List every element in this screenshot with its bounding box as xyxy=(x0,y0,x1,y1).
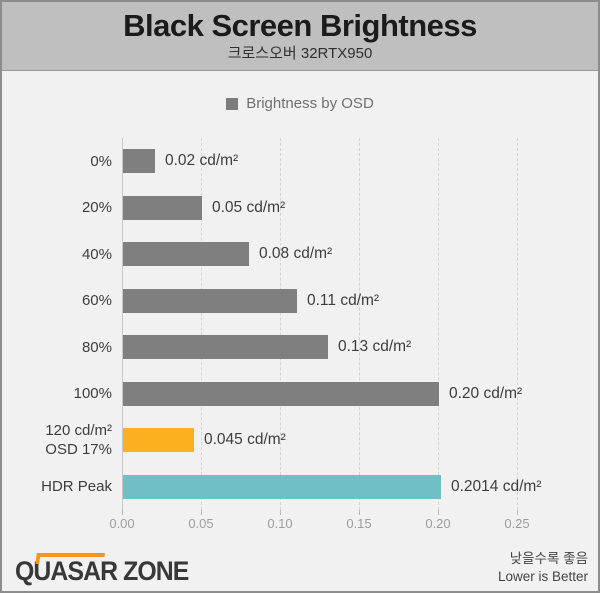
note-korean: 낮을수록 좋음 xyxy=(509,551,588,566)
logo-text: QUASAR ZONE xyxy=(15,556,189,586)
bar xyxy=(123,242,249,266)
legend-label: Brightness by OSD xyxy=(246,95,374,112)
legend-swatch-icon xyxy=(226,97,239,110)
category-label: 80% xyxy=(81,339,112,356)
x-tick-label: 0.05 xyxy=(188,516,214,531)
bar xyxy=(123,475,441,499)
bar-value-label: 0.20 cd/m² xyxy=(449,385,523,402)
category-label: 120 cd/m² OSD 17% xyxy=(45,422,112,458)
bar-value-label: 0.2014 cd/m² xyxy=(451,478,542,495)
chart-subtitle: 크로스오버 32RTX950 xyxy=(227,45,373,62)
x-tick-label: 0.15 xyxy=(346,516,372,531)
category-label: 40% xyxy=(81,246,112,263)
bar-value-label: 0.05 cd/m² xyxy=(212,199,286,216)
lower-is-better-note: 낮을수록 좋음 Lower is Better xyxy=(498,550,588,585)
gridline xyxy=(438,138,439,510)
quasarzone-logo: QUASAR ZONE xyxy=(15,553,189,587)
x-tick-mark xyxy=(122,510,123,515)
x-tick-label: 0.20 xyxy=(425,516,451,531)
chart-header: Black Screen Brightness 크로스오버 32RTX950 xyxy=(2,2,598,71)
x-tick-mark xyxy=(359,510,360,515)
bar xyxy=(123,335,328,359)
bar xyxy=(123,289,297,313)
bar-value-label: 0.02 cd/m² xyxy=(165,152,239,169)
bar xyxy=(123,149,155,173)
category-label: HDR Peak xyxy=(41,478,112,495)
bar-value-label: 0.045 cd/m² xyxy=(204,431,286,448)
chart-legend: Brightness by OSD xyxy=(0,95,600,112)
category-label: 20% xyxy=(81,199,112,216)
bar xyxy=(123,428,194,452)
category-label: 0% xyxy=(90,153,112,170)
bar-value-label: 0.08 cd/m² xyxy=(259,245,333,262)
gridline xyxy=(280,138,281,510)
x-tick-mark xyxy=(517,510,518,515)
x-tick-label: 0.25 xyxy=(504,516,530,531)
bar-value-label: 0.13 cd/m² xyxy=(338,338,412,355)
category-label: 60% xyxy=(81,292,112,309)
gridline xyxy=(359,138,360,510)
x-tick-label: 0.00 xyxy=(109,516,135,531)
x-tick-mark xyxy=(280,510,281,515)
bar xyxy=(123,196,202,220)
category-label: 100% xyxy=(73,385,112,402)
x-tick-mark xyxy=(201,510,202,515)
x-tick-mark xyxy=(438,510,439,515)
bar xyxy=(123,382,439,406)
y-axis-line xyxy=(122,138,123,510)
x-tick-label: 0.10 xyxy=(267,516,293,531)
gridline xyxy=(517,138,518,510)
logo-accent-swoosh-icon xyxy=(35,553,105,564)
note-english: Lower is Better xyxy=(497,568,588,584)
chart-title: Black Screen Brightness xyxy=(123,8,477,43)
gridline xyxy=(201,138,202,510)
bar-value-label: 0.11 cd/m² xyxy=(307,292,380,309)
